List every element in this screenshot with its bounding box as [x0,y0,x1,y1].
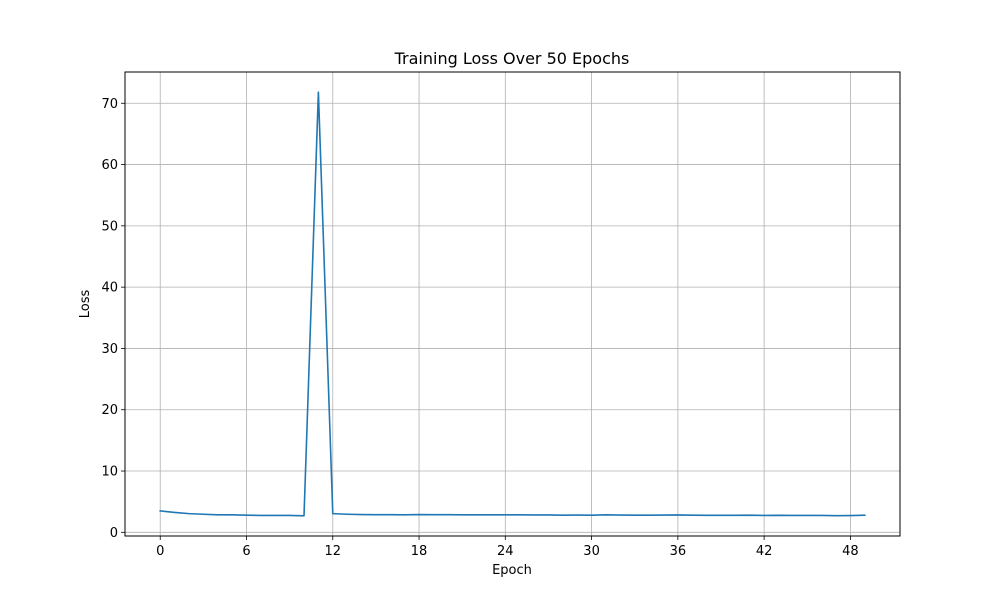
x-tick-label: 6 [242,544,250,559]
grid-lines [125,72,900,536]
y-tick-label: 10 [101,465,118,480]
y-tick-label: 70 [101,97,118,112]
y-axis-label: Loss [78,290,93,319]
y-tick-label: 30 [101,342,118,357]
x-tick-label: 36 [670,544,687,559]
chart-title: Training Loss Over 50 Epochs [394,49,630,68]
y-tick-label: 60 [101,158,118,173]
y-tick-label: 40 [101,281,118,296]
plot-frame [124,71,901,537]
y-tick-label: 50 [101,219,118,234]
y-tick-label: 0 [110,526,118,541]
x-tick-label: 0 [156,544,164,559]
loss-series-line [159,91,866,517]
axis-ticks: 0 6 12 18 24 30 36 42 48 0 10 20 30 40 50 60 70 [101,97,858,559]
x-tick-label: 12 [324,544,341,559]
x-tick-label: 48 [842,544,859,559]
x-tick-label: 18 [411,544,428,559]
series-layer [159,91,866,517]
x-tick-label: 42 [756,544,773,559]
y-tick-label: 20 [101,403,118,418]
x-axis-label: Epoch [492,563,532,578]
x-tick-label: 24 [497,544,514,559]
x-tick-label: 30 [583,544,600,559]
